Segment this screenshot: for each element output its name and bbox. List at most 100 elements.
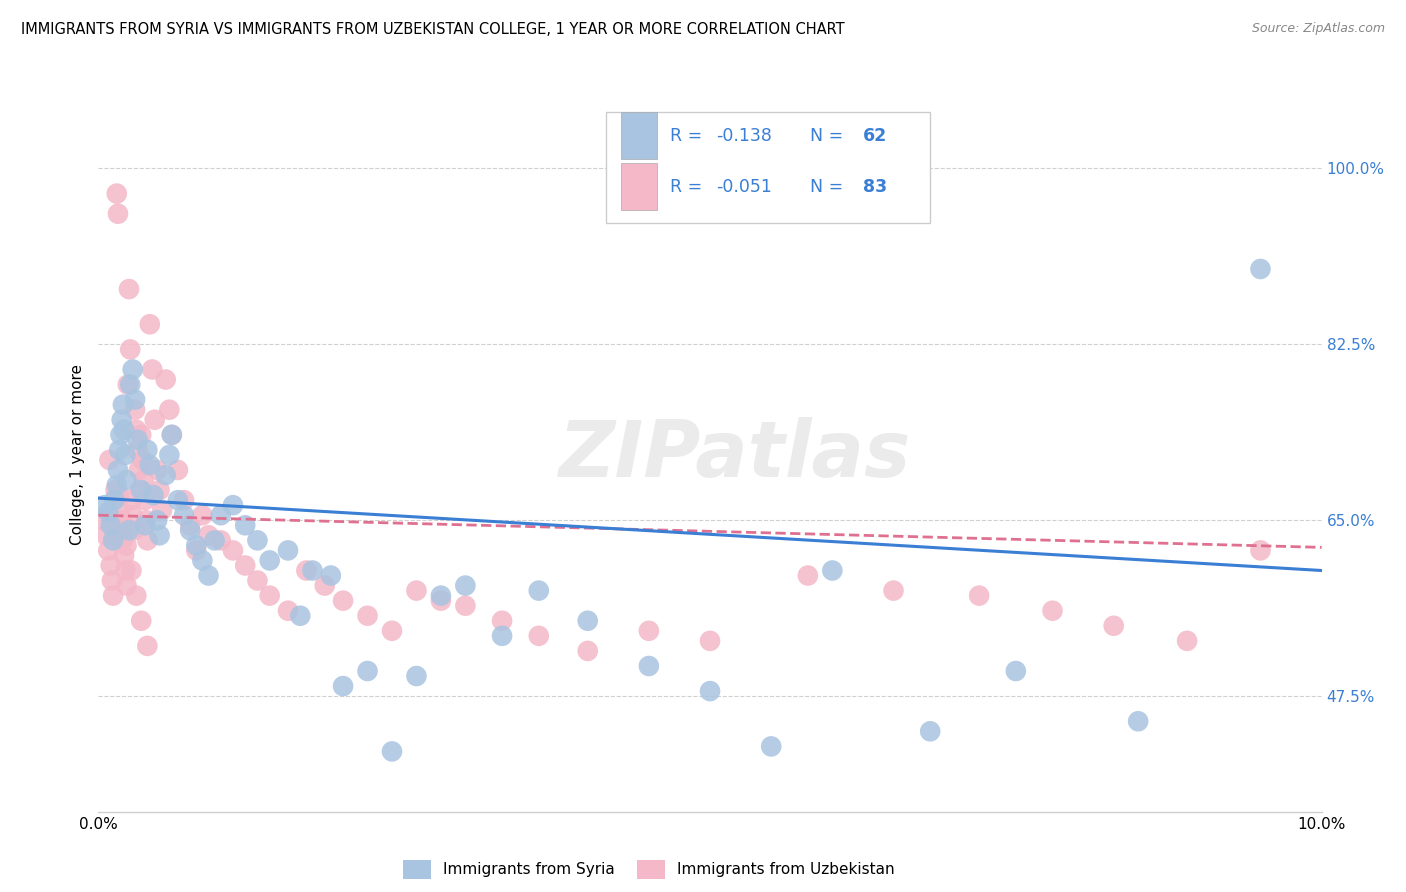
Point xyxy=(127,433,149,447)
Point xyxy=(114,564,136,578)
Point xyxy=(120,377,142,392)
Point xyxy=(1250,543,1272,558)
Point xyxy=(301,564,323,578)
Point xyxy=(454,578,477,592)
Point xyxy=(430,593,453,607)
Point xyxy=(104,483,127,497)
Point xyxy=(454,599,477,613)
Point xyxy=(1175,633,1198,648)
FancyBboxPatch shape xyxy=(606,112,931,223)
Text: IMMIGRANTS FROM SYRIA VS IMMIGRANTS FROM UZBEKISTAN COLLEGE, 1 YEAR OR MORE CORR: IMMIGRANTS FROM SYRIA VS IMMIGRANTS FROM… xyxy=(21,22,845,37)
Point xyxy=(131,453,153,467)
Point xyxy=(314,578,336,592)
Text: R =: R = xyxy=(669,178,707,195)
Point xyxy=(576,644,599,658)
Point xyxy=(141,362,163,376)
Text: R =: R = xyxy=(669,127,707,145)
Point xyxy=(98,453,121,467)
Point xyxy=(107,207,129,221)
Point xyxy=(155,372,177,386)
Point xyxy=(381,624,404,638)
Point xyxy=(179,524,201,538)
Point xyxy=(115,473,138,487)
Point xyxy=(146,463,169,477)
Point xyxy=(356,608,378,623)
Point xyxy=(105,478,128,492)
Point xyxy=(139,318,162,332)
Point xyxy=(132,473,155,487)
Point xyxy=(259,589,281,603)
Point xyxy=(110,503,132,517)
Point xyxy=(246,533,269,548)
Point xyxy=(136,639,159,653)
Point xyxy=(197,568,219,582)
Point xyxy=(356,664,378,678)
Point xyxy=(381,744,404,758)
Point xyxy=(120,493,142,508)
Point xyxy=(179,518,201,533)
Point xyxy=(103,528,125,542)
Point xyxy=(209,508,232,523)
Point xyxy=(103,493,125,508)
Point xyxy=(101,574,124,588)
Point xyxy=(797,568,820,582)
Point xyxy=(332,679,354,693)
Point xyxy=(290,608,312,623)
Point xyxy=(209,533,232,548)
Point xyxy=(157,402,180,417)
Point xyxy=(118,524,141,538)
Point xyxy=(637,624,661,638)
Point xyxy=(160,427,183,442)
Point xyxy=(129,614,152,628)
Point xyxy=(127,442,149,457)
Point xyxy=(1042,604,1064,618)
Point xyxy=(93,498,115,512)
Point xyxy=(527,629,550,643)
Point xyxy=(527,583,550,598)
Point xyxy=(118,282,141,296)
Point xyxy=(150,503,173,517)
Point xyxy=(491,629,513,643)
Point xyxy=(277,543,299,558)
Point xyxy=(761,739,783,754)
Point xyxy=(186,543,208,558)
Point xyxy=(134,493,156,508)
Point xyxy=(110,427,132,442)
Point xyxy=(222,498,245,512)
Y-axis label: College, 1 year or more: College, 1 year or more xyxy=(69,365,84,545)
Point xyxy=(111,513,134,527)
Point xyxy=(97,543,120,558)
Point xyxy=(111,518,134,533)
Point xyxy=(186,538,208,552)
Point xyxy=(143,413,166,427)
Point xyxy=(1004,664,1026,678)
Point xyxy=(191,553,214,567)
Point xyxy=(155,468,177,483)
Point xyxy=(121,508,143,523)
Point xyxy=(94,528,117,542)
Point xyxy=(101,589,124,603)
Point xyxy=(149,483,172,497)
Point xyxy=(491,614,513,628)
Point xyxy=(108,442,131,457)
Text: 83: 83 xyxy=(863,178,887,195)
Point xyxy=(128,463,150,477)
Point xyxy=(114,448,136,462)
Point xyxy=(107,463,129,477)
Point xyxy=(173,508,195,523)
Point xyxy=(222,543,245,558)
Point xyxy=(821,564,844,578)
Point xyxy=(295,564,318,578)
Point xyxy=(167,463,190,477)
Text: 62: 62 xyxy=(863,127,887,145)
Point xyxy=(115,578,138,592)
Point xyxy=(699,684,721,698)
Point xyxy=(124,392,146,407)
Text: Source: ZipAtlas.com: Source: ZipAtlas.com xyxy=(1251,22,1385,36)
Point xyxy=(105,186,128,201)
Point xyxy=(173,493,195,508)
Point xyxy=(430,589,453,603)
Text: ZIPatlas: ZIPatlas xyxy=(558,417,911,493)
Point xyxy=(139,458,162,472)
Point xyxy=(332,593,354,607)
